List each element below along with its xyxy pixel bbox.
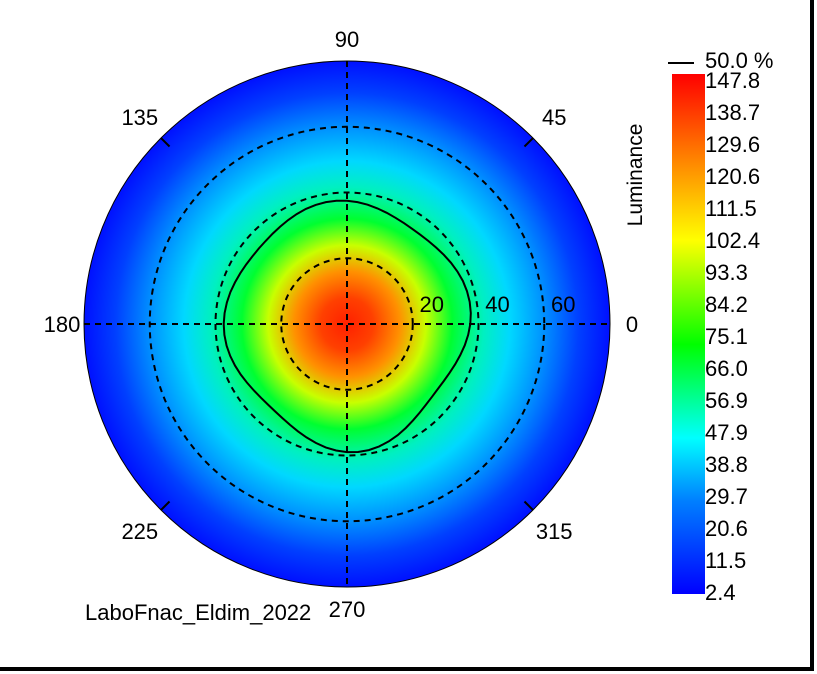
colorbar-tick-label: 129.6	[705, 132, 760, 157]
colorbar-tick-label: 20.6	[705, 516, 748, 541]
colorbar-tick-label: 93.3	[705, 260, 748, 285]
polar-grid	[83, 60, 611, 588]
angle-label-90: 90	[335, 27, 359, 52]
colorbar-tick-label: 29.7	[705, 484, 748, 509]
angle-label-180: 180	[44, 312, 81, 337]
angle-label-225: 225	[121, 519, 158, 544]
colorbar	[672, 74, 705, 594]
colorbar-tick-label: 111.5	[705, 196, 757, 221]
colorbar-tick-label: 38.8	[705, 452, 748, 477]
colorbar-ticks: 147.8 138.7 129.6 120.6 111.5 102.4 93.3 84.2 75…	[705, 68, 760, 605]
radial-label-20: 20	[420, 292, 444, 317]
colorbar-tick-label: 56.9	[705, 388, 748, 413]
colorbar-title: Luminance	[624, 124, 647, 227]
grid-ring-20	[280, 257, 414, 391]
colorbar-tick-label: 147.8	[705, 68, 760, 93]
angle-label-0: 0	[626, 312, 638, 337]
grid-tick-225	[160, 500, 171, 511]
colorbar-tick-label: 120.6	[705, 164, 760, 189]
polar-outline	[83, 60, 611, 588]
colorbar-tick-label: 2.4	[705, 580, 736, 605]
contour-50-percent	[222, 199, 472, 454]
grid-tick-45	[523, 137, 534, 148]
colorbar-tick-label: 66.0	[705, 356, 748, 381]
polar-heatmap-disc	[84, 61, 610, 587]
colorbar-tick-label: 84.2	[705, 292, 748, 317]
colorbar-tick-label: 47.9	[705, 420, 748, 445]
contour-legend-label: 50.0 %	[705, 48, 774, 73]
angle-label-315: 315	[536, 519, 573, 544]
angle-label-45: 45	[542, 105, 566, 130]
grid-tick-315	[523, 500, 534, 511]
radial-label-40: 40	[485, 292, 509, 317]
radial-labels: 20 40 60	[420, 292, 576, 317]
source-caption: LaboFnac_Eldim_2022	[85, 600, 311, 625]
colorbar-tick-label: 75.1	[705, 324, 748, 349]
radial-label-60: 60	[551, 292, 575, 317]
angle-labels: 0 45 90 135 180 225 270 315	[44, 27, 638, 622]
colorbar-tick-label: 138.7	[705, 100, 760, 125]
grid-ring-40	[214, 191, 480, 457]
grid-tick-135	[160, 137, 171, 148]
grid-ring-60	[148, 125, 546, 523]
colorbar-tick-label: 102.4	[705, 228, 760, 253]
angle-label-270: 270	[329, 597, 366, 622]
colorbar-tick-label: 11.5	[705, 548, 746, 573]
angle-label-135: 135	[121, 105, 158, 130]
